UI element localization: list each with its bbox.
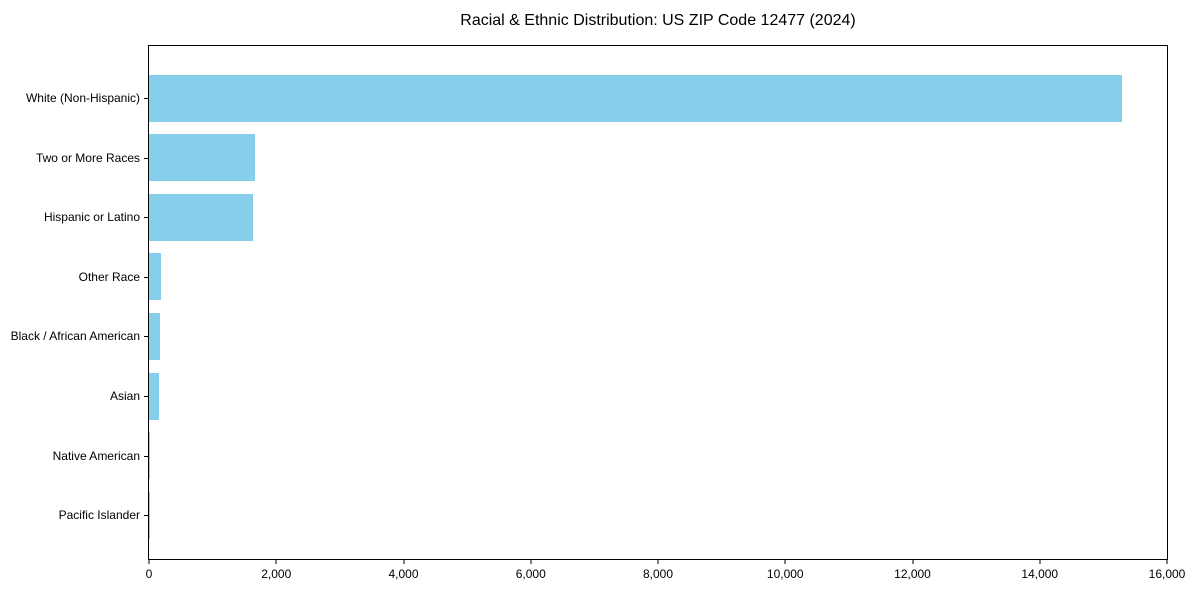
y-tick-mark [144,455,148,457]
y-tick-label: Native American [52,448,140,463]
x-tick-mark [784,560,786,564]
y-tick-label: Other Race [78,269,140,284]
x-tick-label: 10,000 [766,567,804,581]
x-tick-label: 2,000 [261,567,292,581]
x-tick-label: 16,000 [1148,567,1186,581]
x-tick-mark [148,560,150,564]
x-tick-mark [403,560,404,564]
y-tick-mark [144,515,148,517]
x-tick-mark [912,560,913,564]
y-tick-mark [144,98,148,99]
bar [149,193,253,241]
bar [149,134,256,182]
chart-title: Racial & Ethnic Distribution: US ZIP Cod… [460,12,856,29]
x-tick-mark [530,560,532,564]
y-tick-mark [144,217,148,219]
y-tick-label: White (Non-Hispanic) [25,91,140,105]
bar [149,74,1123,122]
x-tick-label: 0 [145,567,153,581]
x-tick-mark [1039,560,1041,564]
y-tick-mark [144,396,148,397]
bar [149,253,162,301]
y-tick-label: Asian [109,389,140,403]
x-tick-label: 8,000 [642,567,674,581]
plot-area: White (Non-Hispanic) Two or More Races His… [11,45,1185,581]
x-tick-label: 12,000 [894,567,931,581]
y-tick-label: Hispanic or Latino [43,210,140,225]
y-tick-label: Two or More Races [35,150,140,165]
bar [149,432,150,480]
x-tick-mark [1166,560,1168,564]
y-tick-label: Black / African American [10,329,140,344]
x-tick-label: 14,000 [1021,567,1059,581]
y-tick-mark [144,157,148,159]
bar [149,312,161,360]
x-tick-mark [275,560,277,564]
x-tick-label: 4,000 [388,567,419,581]
y-tick-mark [144,336,148,338]
x-tick-label: 6,000 [515,567,546,581]
y-tick-label: Pacific Islander [58,508,140,523]
bar [149,372,159,420]
y-tick-mark [144,276,148,278]
x-tick-mark [657,560,659,564]
